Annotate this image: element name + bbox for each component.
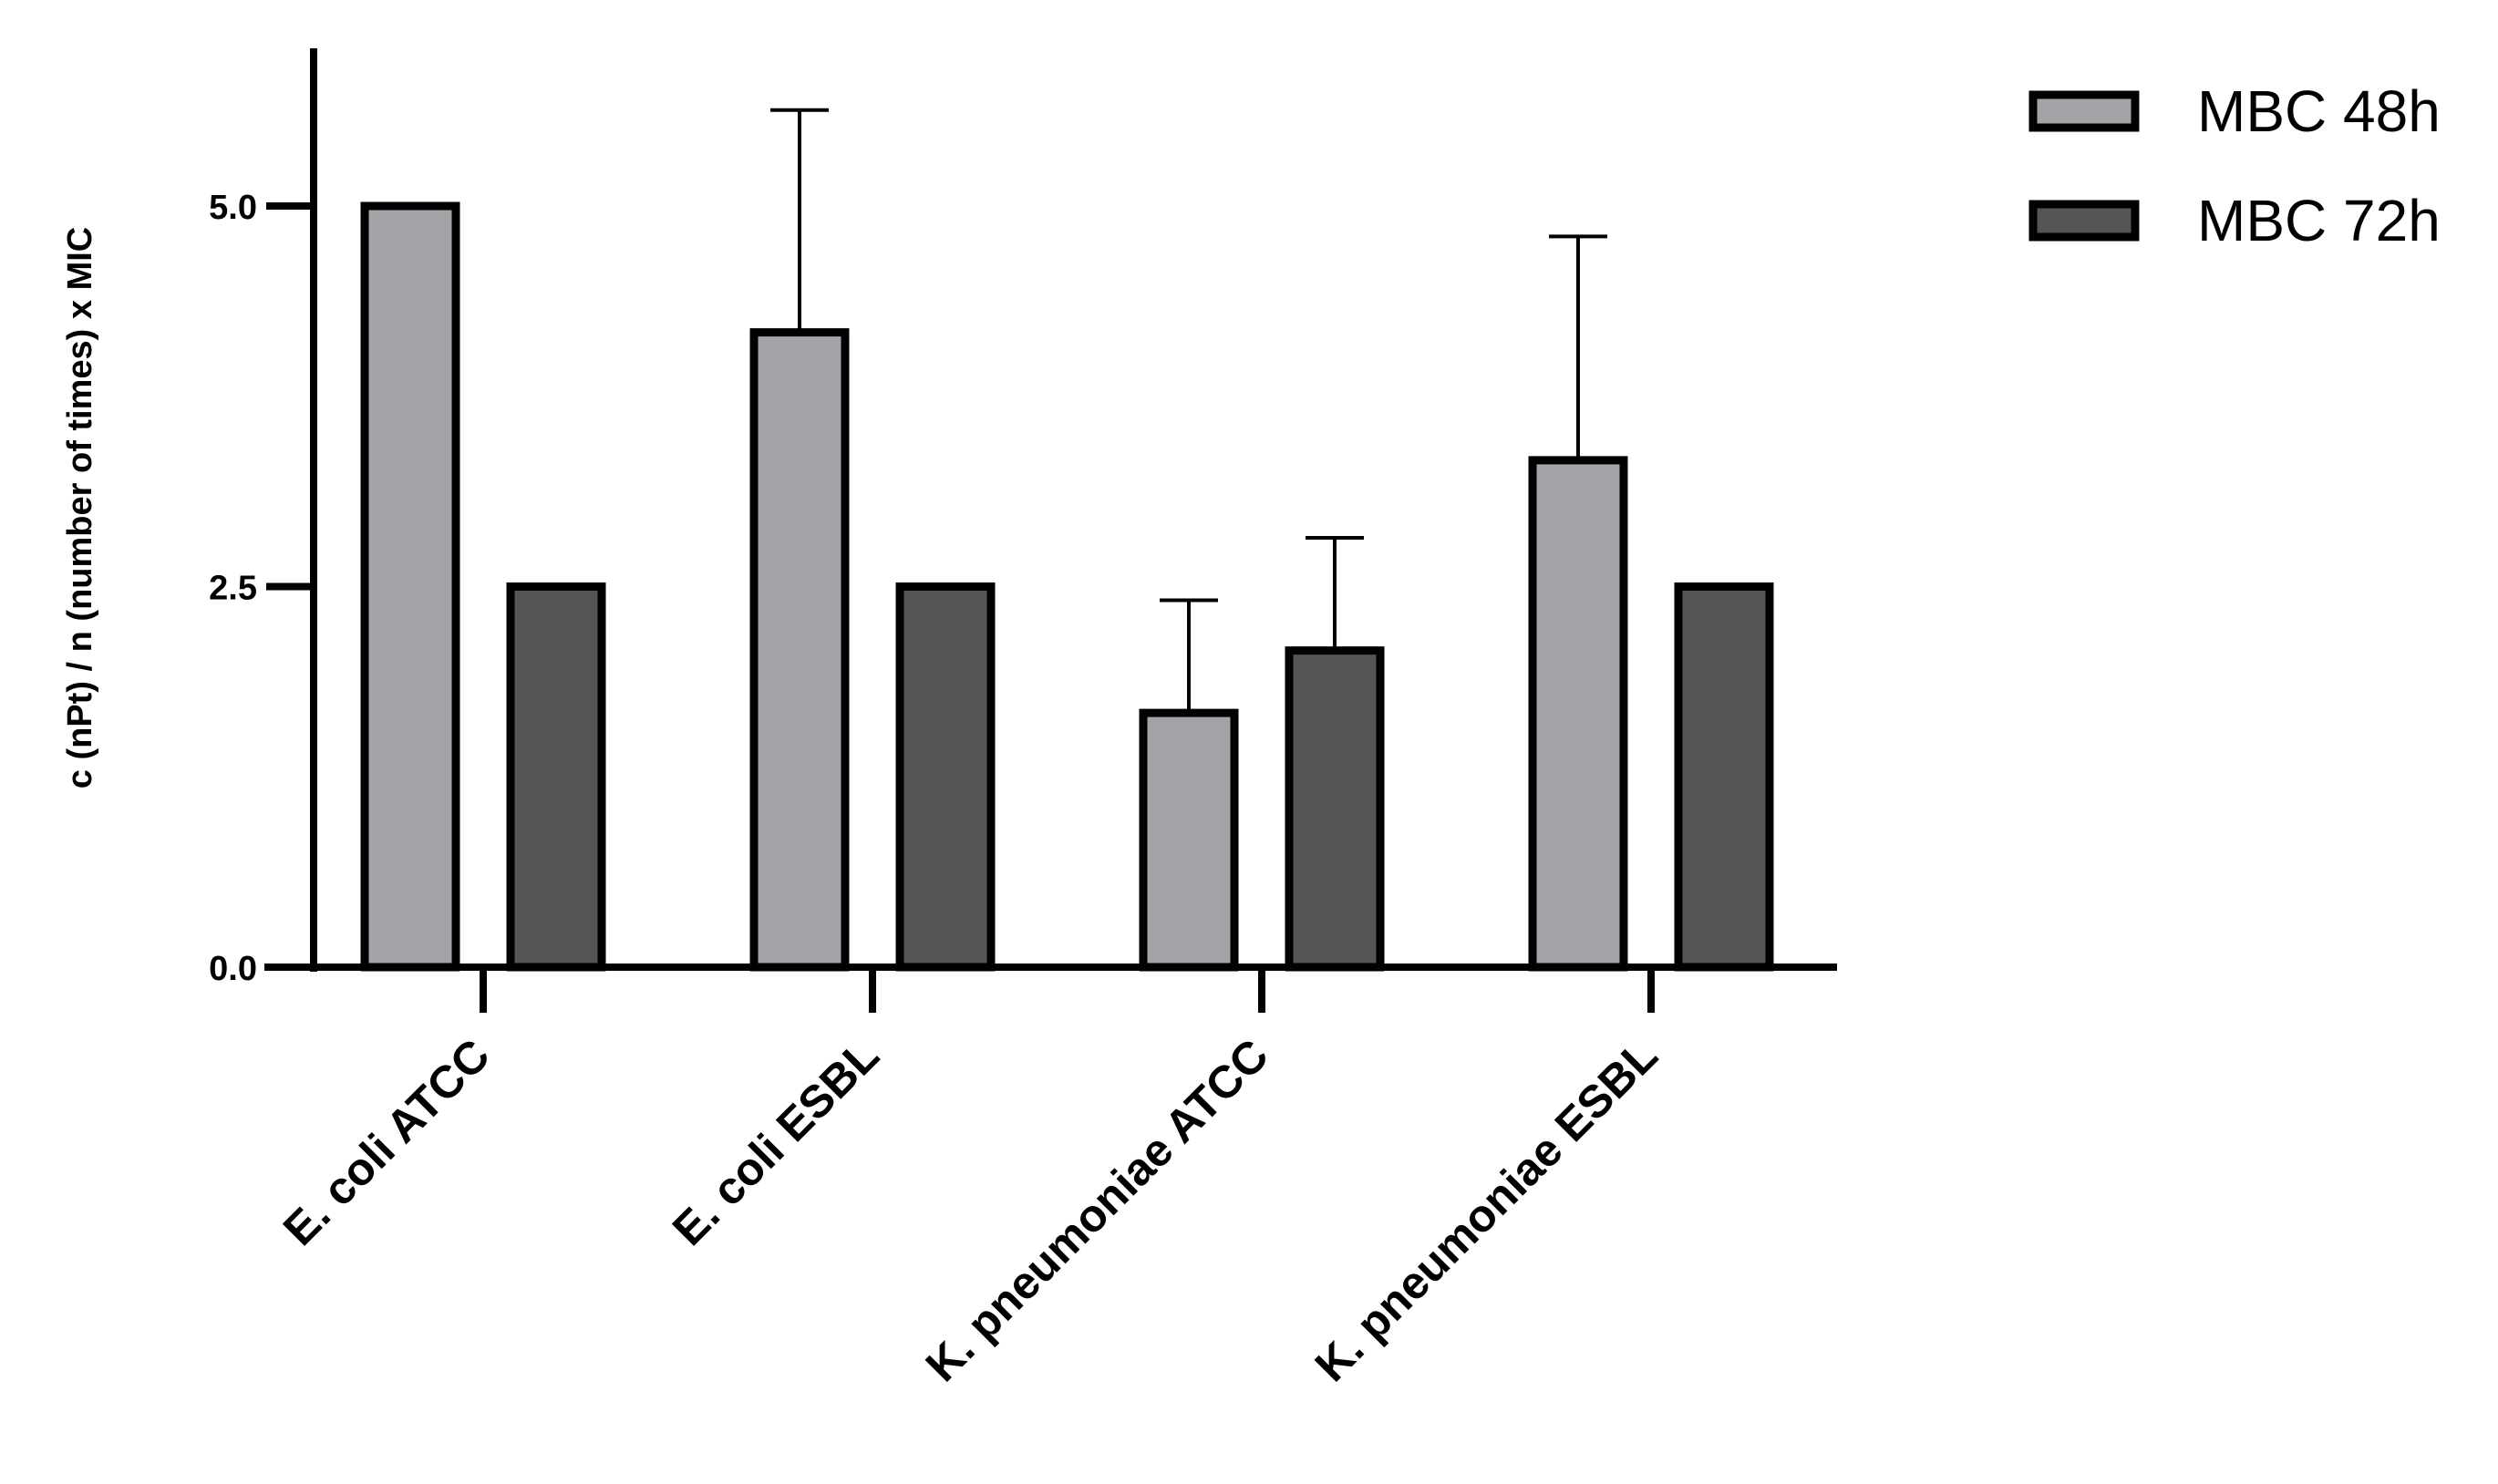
- legend: MBC 48h MBC 72h: [2028, 78, 2441, 253]
- bars-layer: [360, 108, 1774, 972]
- legend-label: MBC 48h: [2197, 78, 2441, 144]
- y-tick-label: 2.5: [209, 570, 257, 608]
- bar: [1139, 708, 1239, 972]
- bar: [1528, 456, 1628, 972]
- bar: [506, 582, 606, 972]
- legend-label: MBC 72h: [2197, 188, 2441, 253]
- bar: [360, 201, 460, 972]
- bar: [1285, 646, 1385, 972]
- x-tick-label: K. pneumoniae ATCC: [916, 1029, 1278, 1391]
- bar: [1674, 582, 1774, 972]
- labels-layer: 0.02.55.0E. coli ATCC E. coli ESBL K. pneu…: [61, 189, 1667, 1391]
- legend-swatch: [2028, 200, 2140, 242]
- x-tick-label: K. pneumoniae ESBL: [1306, 1029, 1667, 1391]
- x-tick-label: E. coli ESBL: [663, 1029, 889, 1255]
- bar: [749, 328, 850, 972]
- x-tick-label: E. coli ATCC: [274, 1029, 500, 1255]
- y-axis-title: c (nPt) / n (number of times) x MIC: [61, 227, 99, 788]
- y-tick-label: 5.0: [209, 189, 257, 227]
- axes-layer: [264, 48, 1837, 1013]
- bar: [895, 582, 996, 972]
- legend-swatch: [2028, 90, 2140, 132]
- y-tick-label: 0.0: [209, 950, 257, 988]
